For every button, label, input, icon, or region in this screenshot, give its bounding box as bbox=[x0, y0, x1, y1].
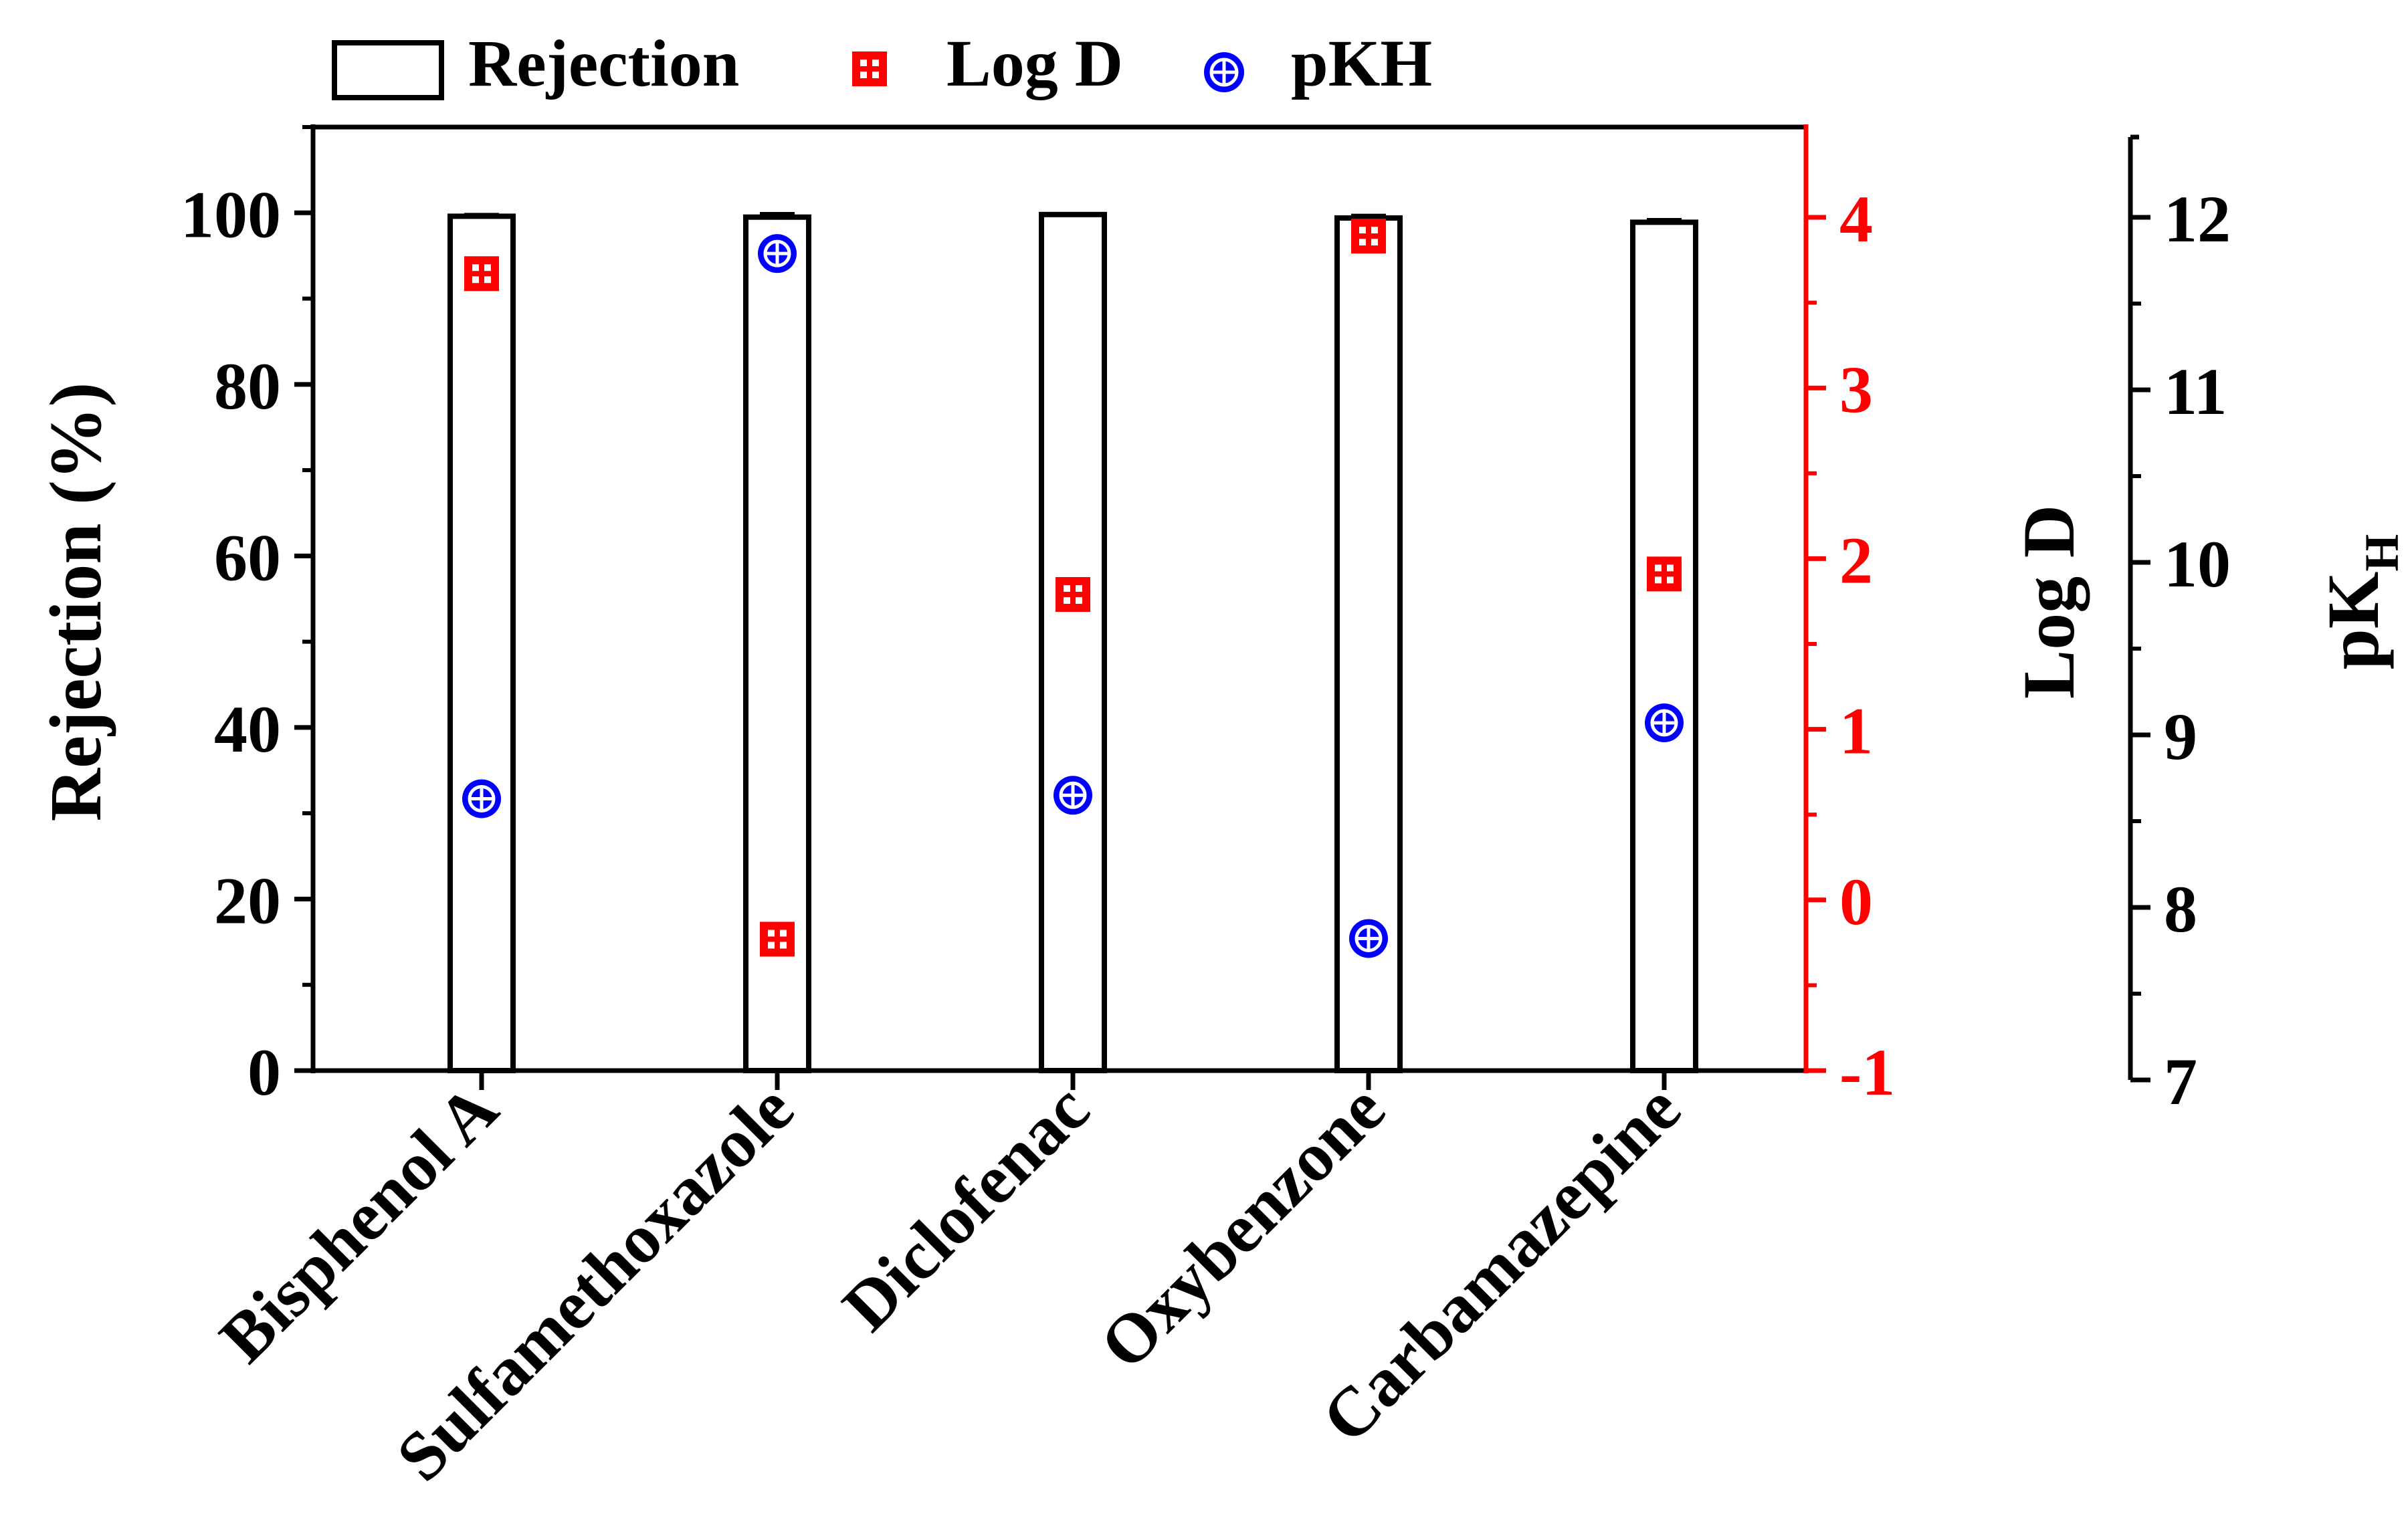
right-axis-logd-title: Log D bbox=[2008, 505, 2090, 699]
logd-axis-tick-label: 4 bbox=[1839, 182, 1873, 256]
left-axis-tick-label: 60 bbox=[214, 520, 281, 594]
category-label: Bisphenol A bbox=[205, 1070, 512, 1377]
legend-pkh-label: pKH bbox=[1291, 26, 1432, 100]
pkh-point bbox=[1645, 703, 1684, 742]
logd-point bbox=[1647, 556, 1682, 592]
left-axis-title: Rejection (%) bbox=[35, 382, 116, 822]
left-axis-tick-label: 20 bbox=[214, 863, 281, 938]
plot-frame bbox=[310, 124, 2133, 1080]
pkh-axis-tick-label: 8 bbox=[2164, 872, 2197, 946]
logd-point bbox=[1351, 219, 1386, 254]
legend-rejection-label: Rejection bbox=[468, 26, 739, 100]
right-axis-pkh-title: pKH bbox=[2312, 534, 2408, 670]
pkh-title-sub: H bbox=[2355, 534, 2408, 572]
rejection-bar bbox=[447, 213, 516, 1073]
left-axis-tick-label: 40 bbox=[214, 692, 281, 766]
left-axis-tick-label: 80 bbox=[214, 349, 281, 423]
logd-point bbox=[1056, 576, 1090, 612]
legend: Rejection Log D pKH bbox=[332, 26, 1432, 100]
pkh-axis-tick-label: 10 bbox=[2164, 527, 2231, 601]
pkh-point bbox=[462, 779, 501, 818]
pkh-axis-tick-label: 7 bbox=[2164, 1045, 2197, 1119]
rejection-bar bbox=[1039, 211, 1107, 1074]
pkh-point bbox=[758, 234, 797, 273]
logd-axis-tick-label: 3 bbox=[1839, 352, 1873, 427]
pkh-axis-tick-label: 11 bbox=[2164, 354, 2227, 429]
logd-axis-tick-label: 0 bbox=[1839, 865, 1873, 939]
left-axis-tick-label: 100 bbox=[181, 177, 281, 251]
pkh-axis-tick-label: 9 bbox=[2164, 699, 2197, 774]
pkh-point bbox=[1349, 919, 1388, 958]
rejection-bar bbox=[1630, 219, 1698, 1074]
legend-pkh-marker bbox=[1204, 52, 1244, 92]
category-label: Diclofenac bbox=[828, 1070, 1104, 1345]
bars-group bbox=[447, 211, 1698, 1074]
legend-logd-label: Log D bbox=[946, 26, 1123, 100]
logd-axis-tick-label: 2 bbox=[1839, 523, 1873, 597]
logd-point bbox=[464, 256, 499, 292]
left-axis-tick-label: 0 bbox=[247, 1035, 281, 1109]
category-label: Oxybenzone bbox=[1086, 1070, 1399, 1384]
logd-axis-tick-label: -1 bbox=[1839, 1035, 1895, 1109]
pkh-axis-tick-label: 12 bbox=[2164, 182, 2231, 256]
logd-point bbox=[760, 921, 795, 957]
pkh-title-main: pK bbox=[2312, 572, 2394, 670]
logd-axis-tick-label: 1 bbox=[1839, 694, 1873, 768]
legend-rejection-swatch bbox=[332, 40, 444, 100]
pkh-point bbox=[1054, 776, 1092, 815]
legend-logd-marker bbox=[852, 51, 887, 86]
points-group bbox=[462, 219, 1684, 958]
